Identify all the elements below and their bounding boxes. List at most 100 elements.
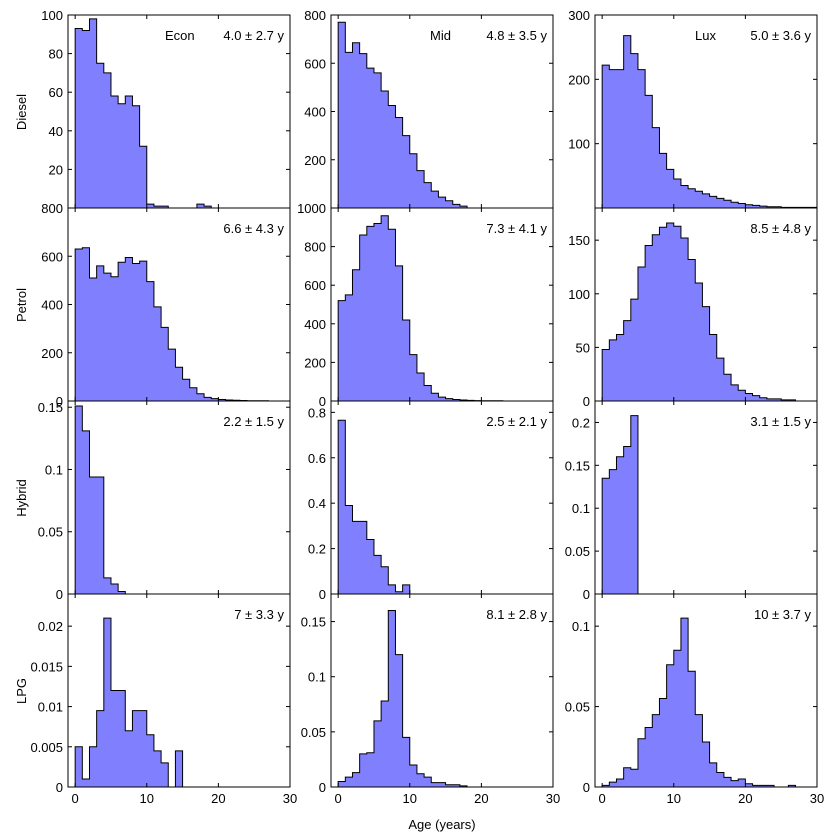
x-tick-label-lpg-econ-2: 20 <box>211 791 225 806</box>
panel-diesel-mid: 800 600 400 200 4.8 ± 3.5 y <box>304 8 554 209</box>
histogram-bars-hybrid-lux <box>601 415 639 595</box>
y-tick-label-petrol-econ-1: 600 <box>41 249 63 264</box>
y-tick-label-petrol-mid-2: 600 <box>304 278 326 293</box>
stat-annotation-lpg-econ: 7 ± 3.3 y <box>234 607 284 622</box>
panel-lpg-econ: 0.02 0.015 0.01 0.005 00 10 20 30 7 ± 3.3 y <box>30 593 297 806</box>
y-tick-label-lpg-mid-0: 0.15 <box>301 615 326 630</box>
y-tick-label-petrol-lux-3: 0 <box>583 394 590 409</box>
panel-diesel-lux: 300 200 100 5.0 ± 3.6 y <box>568 8 818 209</box>
y-tick-label-hybrid-mid-1: 0.6 <box>308 451 326 466</box>
y-tick-label-lpg-econ-1: 0.015 <box>30 659 63 674</box>
histogram-bars-diesel-econ <box>74 18 212 209</box>
panel-lpg-lux: 0.1 0.05 00 10 20 30 10 ± 3.7 y <box>565 593 824 806</box>
y-tick-label-diesel-mid-2: 400 <box>304 105 326 120</box>
y-tick-label-petrol-mid-5: 0 <box>319 394 326 409</box>
y-tick-label-petrol-mid-4: 200 <box>304 355 326 370</box>
histogram-bars-petrol-econ <box>74 247 290 402</box>
y-tick-label-petrol-econ-0: 800 <box>41 201 63 216</box>
stat-annotation-hybrid-lux: 3.1 ± 1.5 y <box>750 414 811 429</box>
y-tick-label-lpg-lux-0: 0.1 <box>572 619 590 634</box>
histogram-bars-petrol-lux <box>601 222 817 402</box>
y-tick-label-hybrid-mid-2: 0.4 <box>308 496 326 511</box>
y-tick-label-hybrid-lux-1: 0.15 <box>565 458 590 473</box>
panel-petrol-lux: 150 100 50 0 8.5 ± 4.8 y <box>568 207 818 409</box>
histogram-bars-petrol-mid <box>337 215 553 402</box>
y-tick-label-hybrid-lux-4: 0 <box>583 587 590 602</box>
panel-hybrid-econ: 0.15 0.1 0.05 0 2.2 ± 1.5 y <box>38 400 291 602</box>
panel-petrol-econ: 800 600 400 200 0 6.6 ± 4.3 y <box>41 201 291 409</box>
y-tick-label-hybrid-mid-4: 0 <box>319 587 326 602</box>
stat-annotation-lpg-mid: 8.1 ± 2.8 y <box>486 607 547 622</box>
histogram-bars-diesel-lux <box>601 35 818 209</box>
y-tick-label-diesel-mid-3: 200 <box>304 153 326 168</box>
y-tick-label-hybrid-mid-3: 0.2 <box>308 542 326 557</box>
stat-annotation-diesel-lux: 5.0 ± 3.6 y <box>750 28 811 43</box>
axes-frame-lpg-lux <box>594 593 818 788</box>
y-tick-label-petrol-lux-1: 100 <box>568 287 590 302</box>
y-tick-label-diesel-econ-2: 60 <box>49 85 63 100</box>
histogram-bars-diesel-mid <box>337 21 468 209</box>
col-title-mid: Mid <box>430 28 451 43</box>
y-tick-label-hybrid-econ-2: 0.05 <box>38 525 63 540</box>
col-title-econ: Econ <box>165 28 195 43</box>
y-tick-label-lpg-lux-1: 0.05 <box>565 700 590 715</box>
y-tick-label-lpg-mid-2: 0.05 <box>301 725 326 740</box>
row-label-diesel: Diesel <box>14 94 29 130</box>
x-tick-label-lpg-lux-0: 0 <box>599 791 606 806</box>
panel-diesel-econ: 100 80 60 40 20 4.0 ± 2.7 y <box>41 8 291 209</box>
stat-annotation-petrol-lux: 8.5 ± 4.8 y <box>750 221 811 236</box>
histogram-bars-lpg-mid <box>337 610 468 788</box>
row-label-lpg: LPG <box>14 678 29 704</box>
y-tick-label-diesel-econ-0: 100 <box>41 8 63 23</box>
y-tick-label-lpg-lux-2: 0 <box>583 780 590 795</box>
y-tick-label-hybrid-econ-0: 0.15 <box>38 400 63 415</box>
y-tick-label-diesel-mid-0: 800 <box>304 8 326 23</box>
y-tick-label-petrol-mid-0: 1000 <box>297 201 326 216</box>
stat-annotation-hybrid-mid: 2.5 ± 2.1 y <box>486 414 547 429</box>
histogram-bars-lpg-econ <box>74 617 184 788</box>
panel-hybrid-mid: 0.8 0.6 0.4 0.2 0 2.5 ± 2.1 y <box>308 400 554 602</box>
y-tick-label-petrol-econ-3: 200 <box>41 346 63 361</box>
y-tick-label-hybrid-lux-2: 0.1 <box>572 501 590 516</box>
histogram-bars-hybrid-mid <box>337 419 411 595</box>
y-tick-label-lpg-econ-4: 0 <box>56 780 63 795</box>
axes-frame-lpg-mid <box>330 593 554 788</box>
x-tick-label-lpg-mid-3: 30 <box>546 791 560 806</box>
y-tick-label-diesel-econ-3: 40 <box>49 124 63 139</box>
histogram-bars-lpg-lux <box>601 617 797 788</box>
y-tick-label-lpg-econ-3: 0.005 <box>30 740 63 755</box>
panel-petrol-mid: 1000 800 600 400 200 0 7.3 ± 4.1 y <box>297 201 554 409</box>
y-tick-label-lpg-econ-0: 0.02 <box>38 619 63 634</box>
x-tick-label-lpg-mid-1: 10 <box>403 791 417 806</box>
panel-hybrid-lux: 0.2 0.15 0.1 0.05 0 3.1 ± 1.5 y <box>565 400 818 602</box>
y-tick-label-hybrid-mid-0: 0.8 <box>308 405 326 420</box>
y-tick-label-diesel-lux-1: 200 <box>568 72 590 87</box>
row-label-hybrid: Hybrid <box>14 479 29 517</box>
x-tick-label-lpg-lux-3: 30 <box>810 791 824 806</box>
y-tick-label-hybrid-lux-0: 0.2 <box>572 415 590 430</box>
col-title-lux: Lux <box>695 28 716 43</box>
y-tick-label-petrol-econ-2: 400 <box>41 298 63 313</box>
histogram-bars-hybrid-econ <box>74 405 126 595</box>
y-tick-label-diesel-econ-4: 20 <box>49 162 63 177</box>
y-tick-label-lpg-econ-2: 0.01 <box>38 700 63 715</box>
y-tick-label-hybrid-econ-1: 0.1 <box>45 462 63 477</box>
panel-lpg-mid: 0.15 0.1 0.05 00 10 20 30 8.1 ± 2.8 y <box>301 593 560 806</box>
y-tick-label-hybrid-econ-3: 0 <box>56 587 63 602</box>
y-tick-label-hybrid-lux-3: 0.05 <box>565 544 590 559</box>
y-tick-label-lpg-mid-3: 0 <box>319 780 326 795</box>
y-tick-label-lpg-mid-1: 0.1 <box>308 670 326 685</box>
y-tick-label-petrol-mid-1: 800 <box>304 240 326 255</box>
y-tick-label-diesel-econ-1: 80 <box>49 47 63 62</box>
stat-annotation-petrol-mid: 7.3 ± 4.1 y <box>486 221 547 236</box>
x-tick-label-lpg-econ-0: 0 <box>72 791 79 806</box>
y-tick-label-diesel-lux-2: 100 <box>568 137 590 152</box>
stat-annotation-diesel-mid: 4.8 ± 3.5 y <box>486 28 547 43</box>
x-tick-label-lpg-lux-1: 10 <box>667 791 681 806</box>
stat-annotation-lpg-lux: 10 ± 3.7 y <box>754 607 812 622</box>
x-tick-label-lpg-econ-1: 10 <box>140 791 154 806</box>
y-tick-label-diesel-mid-1: 600 <box>304 56 326 71</box>
y-tick-label-petrol-econ-4: 0 <box>56 394 63 409</box>
